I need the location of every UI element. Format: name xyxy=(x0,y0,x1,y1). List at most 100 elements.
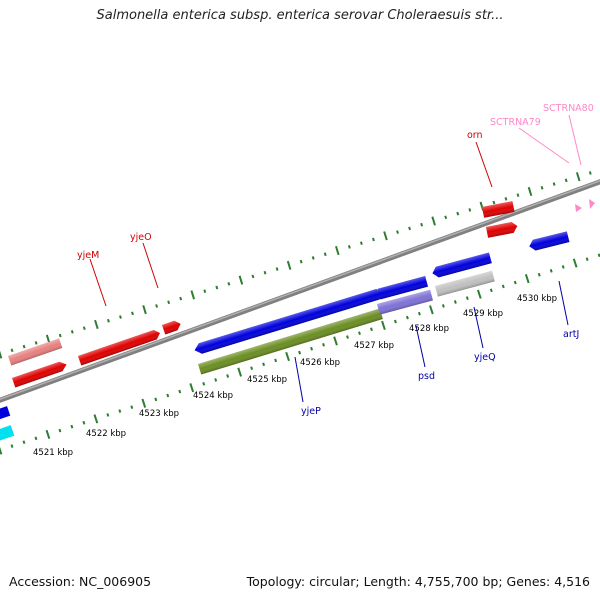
minor-tick xyxy=(22,344,26,349)
minor-tick xyxy=(155,304,159,308)
minor-tick xyxy=(396,230,399,234)
gene-reverse-left-edge[interactable] xyxy=(0,406,11,422)
minor-tick xyxy=(299,259,303,264)
gene-cyan-left-edge[interactable] xyxy=(0,425,15,444)
SCTRNA79-connector xyxy=(518,127,570,164)
minor-tick xyxy=(82,326,86,330)
minor-tick xyxy=(549,269,553,273)
label-psd: psd xyxy=(418,371,435,382)
minor-tick xyxy=(178,389,182,394)
gene-orn[interactable] xyxy=(482,201,515,218)
major-tick xyxy=(238,275,244,285)
gene-yjeP[interactable] xyxy=(198,308,383,375)
gene-yjeQ[interactable] xyxy=(435,270,495,297)
psd-connector xyxy=(415,325,426,368)
minor-tick xyxy=(130,405,134,409)
major-tick xyxy=(429,305,434,315)
scale-label: 4526 kbp xyxy=(300,358,340,368)
minor-tick xyxy=(323,252,327,257)
artJ-connector xyxy=(558,280,569,326)
minor-tick xyxy=(310,346,314,351)
gene-yjeP-neighbor-blue[interactable] xyxy=(193,288,380,356)
scale-label: 4529 kbp xyxy=(463,309,503,319)
SCTRNA80-connector xyxy=(568,114,582,166)
minor-tick xyxy=(468,208,472,212)
scale-label: 4522 kbp xyxy=(86,429,126,439)
yjeP-connector xyxy=(294,356,304,403)
minor-tick xyxy=(358,331,361,335)
scale-label: 4524 kbp xyxy=(193,391,233,401)
minor-tick xyxy=(597,253,600,258)
yjeO-connector xyxy=(142,242,159,289)
minor-tick xyxy=(34,341,38,345)
trna-SCTRNA80-marker[interactable] xyxy=(589,199,595,209)
label-orn: orn xyxy=(467,130,483,141)
minor-tick xyxy=(58,333,62,338)
minor-tick xyxy=(263,270,267,275)
minor-tick xyxy=(372,237,375,242)
minor-tick xyxy=(119,315,122,319)
scale-label: 4523 kbp xyxy=(139,409,179,419)
major-tick xyxy=(94,319,99,330)
minor-tick xyxy=(251,274,255,279)
label-SCTRNA79: SCTRNA79 xyxy=(490,117,541,128)
label-SCTRNA80: SCTRNA80 xyxy=(543,103,594,114)
label-yjeO: yjeO xyxy=(130,232,152,243)
major-tick xyxy=(524,274,530,284)
label-yjeP: yjeP xyxy=(301,406,321,417)
gene-reverse-blue-mid[interactable] xyxy=(373,276,429,301)
gene-forward-orn-adjacent[interactable] xyxy=(486,221,519,238)
minor-tick xyxy=(227,281,231,286)
minor-tick xyxy=(537,272,541,277)
minor-tick xyxy=(22,440,26,445)
scale-label: 4527 kbp xyxy=(354,341,394,351)
minor-tick xyxy=(82,420,86,425)
minor-tick xyxy=(465,296,469,300)
minor-tick xyxy=(516,193,520,197)
minor-tick xyxy=(456,211,460,216)
gene-yjeM[interactable] xyxy=(78,328,162,366)
minor-tick xyxy=(106,413,110,417)
yjeQ-connector xyxy=(473,306,484,349)
minor-tick xyxy=(444,215,448,220)
yjeM-connector xyxy=(89,258,107,307)
minor-tick xyxy=(214,378,218,382)
minor-tick xyxy=(250,366,254,371)
major-tick xyxy=(572,258,578,268)
minor-tick xyxy=(492,200,496,205)
gene-reverse-blue-right[interactable] xyxy=(431,252,492,278)
minor-tick xyxy=(588,171,592,175)
major-tick xyxy=(141,398,147,408)
minor-tick xyxy=(215,285,219,290)
minor-tick xyxy=(70,424,74,429)
minor-tick xyxy=(513,280,517,285)
minor-tick xyxy=(347,245,351,249)
lower-tick-track xyxy=(0,253,600,455)
minor-tick xyxy=(322,343,325,347)
label-artJ: artJ xyxy=(563,329,579,340)
scale-label: 4521 kbp xyxy=(33,448,73,458)
minor-tick xyxy=(203,289,207,294)
minor-tick xyxy=(370,327,373,332)
minor-tick xyxy=(298,350,302,355)
major-tick xyxy=(476,289,482,299)
minor-tick xyxy=(274,358,278,363)
minor-tick xyxy=(311,256,315,260)
gene-yjeO[interactable] xyxy=(162,319,182,335)
minor-tick xyxy=(408,226,411,231)
major-tick xyxy=(0,350,3,359)
minor-tick xyxy=(70,330,74,334)
major-tick xyxy=(237,367,243,377)
orn-connector xyxy=(475,141,493,188)
gene-psd[interactable] xyxy=(377,289,433,315)
minor-tick xyxy=(552,182,556,186)
gene-forward-1[interactable] xyxy=(8,338,63,366)
minor-tick xyxy=(167,300,171,305)
scale-label: 4528 kbp xyxy=(409,324,449,334)
trna-SCTRNA79-marker[interactable] xyxy=(575,204,582,212)
minor-tick xyxy=(106,318,110,323)
gene-forward-2[interactable] xyxy=(12,360,68,388)
major-tick xyxy=(431,216,436,226)
gene-artJ[interactable] xyxy=(528,231,570,251)
